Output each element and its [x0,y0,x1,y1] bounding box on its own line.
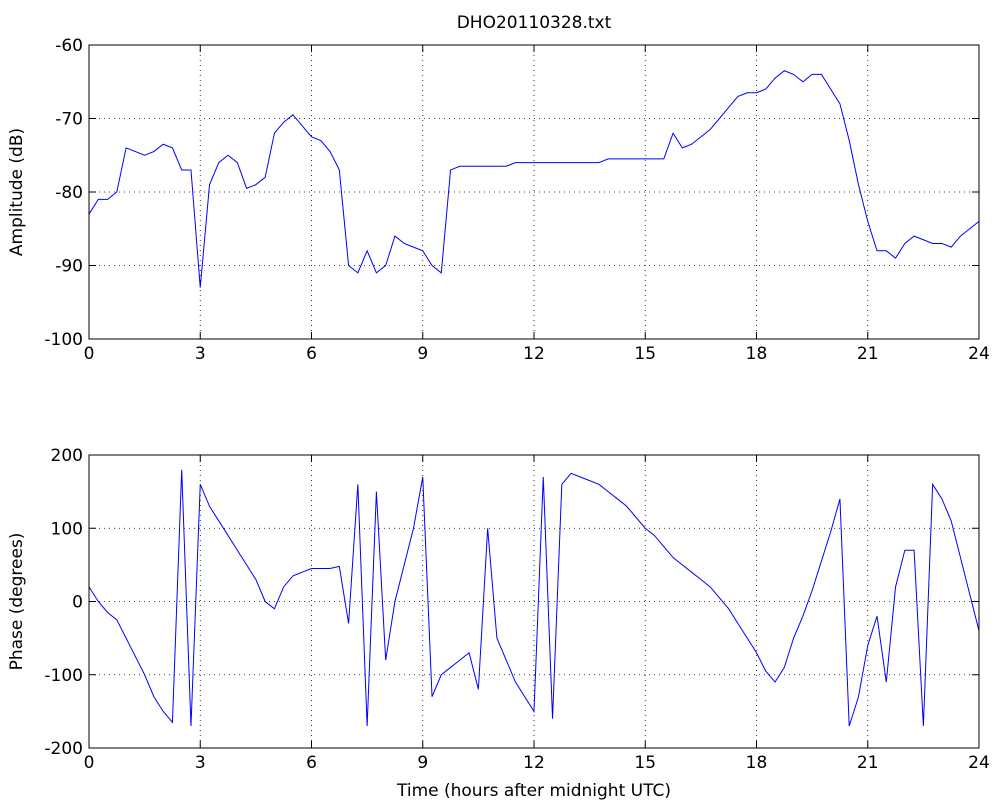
y-tick-label: 100 [51,519,83,539]
y-tick-label: 0 [72,593,83,613]
y-tick-label: -80 [55,183,83,203]
x-tick-label: 18 [746,753,768,773]
x-tick-label: 21 [857,344,879,364]
y-tick-label: -100 [44,330,83,350]
y-axis-label: Phase (degrees) [7,533,27,671]
x-tick-label: 12 [523,753,545,773]
x-tick-label: 0 [84,753,95,773]
x-tick-label: 0 [84,344,95,364]
y-tick-label: 200 [51,446,83,466]
axes-frame [88,44,980,340]
x-tick-label: 24 [968,753,990,773]
x-tick-label: 15 [634,344,656,364]
y-axis-label: Amplitude (dB) [7,128,27,256]
x-tick-label: 15 [634,753,656,773]
x-tick-label: 9 [417,344,428,364]
x-tick-label: 9 [417,753,428,773]
y-tick-label: -70 [55,110,83,130]
x-tick-label: 3 [195,344,206,364]
x-tick-label: 6 [306,753,317,773]
x-tick-label: 18 [746,344,768,364]
x-tick-label: 3 [195,753,206,773]
y-tick-label: -100 [44,666,83,686]
y-tick-label: -90 [55,257,83,277]
y-tick-label: -60 [55,36,83,56]
chart-title: DHO20110328.txt [457,13,612,33]
y-tick-label: -200 [44,739,83,759]
data-line [88,469,980,727]
x-axis-label: Time (hours after midnight UTC) [396,781,671,801]
x-tick-label: 21 [857,753,879,773]
x-tick-label: 6 [306,344,317,364]
axes-frame [88,454,980,749]
data-line [88,70,980,288]
x-tick-label: 12 [523,344,545,364]
x-tick-label: 24 [968,344,990,364]
